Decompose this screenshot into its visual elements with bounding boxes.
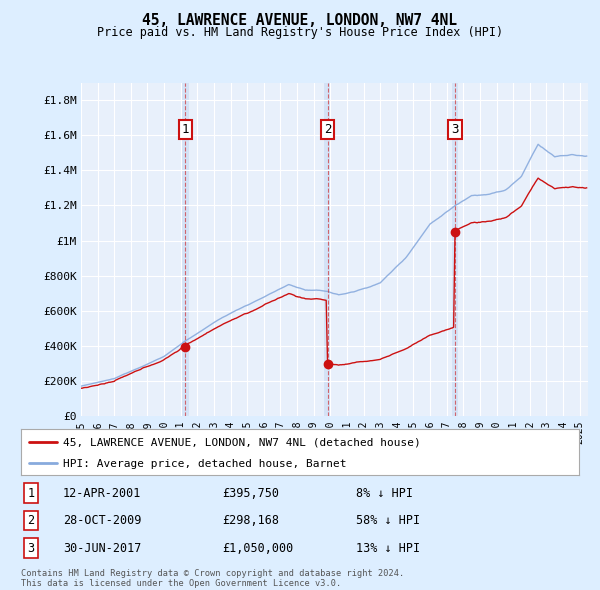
- Bar: [452, 83, 458, 416]
- Text: 8% ↓ HPI: 8% ↓ HPI: [356, 487, 413, 500]
- Text: £395,750: £395,750: [222, 487, 279, 500]
- Text: HPI: Average price, detached house, Barnet: HPI: Average price, detached house, Barn…: [63, 460, 346, 470]
- Text: This data is licensed under the Open Government Licence v3.0.: This data is licensed under the Open Gov…: [21, 579, 341, 588]
- Text: 2: 2: [324, 123, 331, 136]
- Text: Contains HM Land Registry data © Crown copyright and database right 2024.: Contains HM Land Registry data © Crown c…: [21, 569, 404, 578]
- Text: 13% ↓ HPI: 13% ↓ HPI: [356, 542, 420, 555]
- Text: 3: 3: [451, 123, 459, 136]
- Text: 3: 3: [28, 542, 35, 555]
- Text: £298,168: £298,168: [222, 514, 279, 527]
- Text: 30-JUN-2017: 30-JUN-2017: [63, 542, 141, 555]
- Text: 58% ↓ HPI: 58% ↓ HPI: [356, 514, 420, 527]
- Text: 12-APR-2001: 12-APR-2001: [63, 487, 141, 500]
- Text: 2: 2: [28, 514, 35, 527]
- Text: 45, LAWRENCE AVENUE, LONDON, NW7 4NL (detached house): 45, LAWRENCE AVENUE, LONDON, NW7 4NL (de…: [63, 438, 421, 448]
- Text: 1: 1: [182, 123, 189, 136]
- Text: 1: 1: [28, 487, 35, 500]
- Text: Price paid vs. HM Land Registry's House Price Index (HPI): Price paid vs. HM Land Registry's House …: [97, 26, 503, 39]
- Text: £1,050,000: £1,050,000: [222, 542, 293, 555]
- Text: 28-OCT-2009: 28-OCT-2009: [63, 514, 141, 527]
- Bar: [182, 83, 189, 416]
- Bar: [324, 83, 331, 416]
- Text: 45, LAWRENCE AVENUE, LONDON, NW7 4NL: 45, LAWRENCE AVENUE, LONDON, NW7 4NL: [143, 13, 458, 28]
